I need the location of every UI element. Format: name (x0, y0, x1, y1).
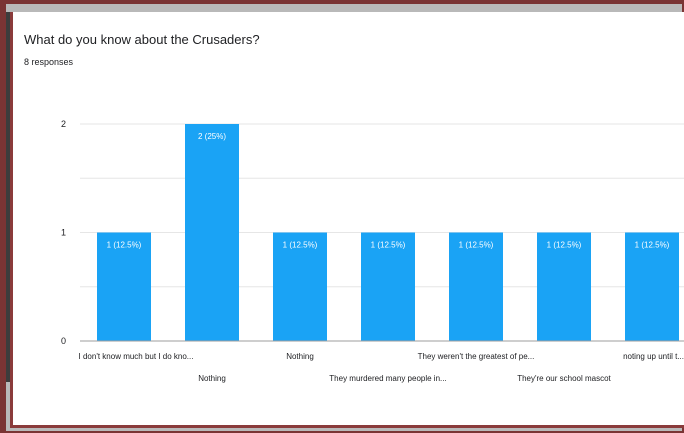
y-tick-label: 1 (61, 228, 66, 238)
y-tick-label: 2 (61, 119, 66, 129)
question-title: What do you know about the Crusaders? (24, 32, 260, 47)
bar-data-label: 1 (12.5%) (547, 241, 582, 250)
x-category-label: Nothing (286, 352, 314, 361)
response-card (10, 12, 684, 428)
y-axis-ticks: 0 1 2 (61, 119, 66, 346)
x-category-label: noting up until t... (623, 352, 684, 361)
bar-data-label: 1 (12.5%) (283, 241, 318, 250)
bar-data-label: 1 (12.5%) (371, 241, 406, 250)
bar (449, 232, 503, 341)
bar-data-label: 1 (12.5%) (107, 241, 142, 250)
bar (537, 232, 591, 341)
response-count: 8 responses (24, 57, 74, 67)
bar-data-label: 1 (12.5%) (635, 241, 670, 250)
bar-data-label: 1 (12.5%) (459, 241, 494, 250)
bar (185, 124, 239, 341)
bar-data-label: 2 (25%) (198, 132, 226, 141)
x-category-label: They weren't the greatest of pe... (418, 352, 535, 361)
data-labels: 1 (12.5%) 2 (25%) 1 (12.5%) 1 (12.5%) 1 (12.… (107, 132, 670, 250)
bar (97, 232, 151, 341)
bars (97, 124, 679, 341)
x-category-label: I don't know much but I do kno... (79, 352, 194, 361)
y-tick-label: 0 (61, 336, 66, 346)
bar (361, 232, 415, 341)
bar (273, 232, 327, 341)
x-category-label: They murdered many people in... (329, 374, 446, 383)
bar (625, 232, 679, 341)
x-category-label: Nothing (198, 374, 226, 383)
x-category-label: They're our school mascot (517, 374, 611, 383)
x-axis-labels: I don't know much but I do kno... Nothing… (79, 352, 684, 383)
